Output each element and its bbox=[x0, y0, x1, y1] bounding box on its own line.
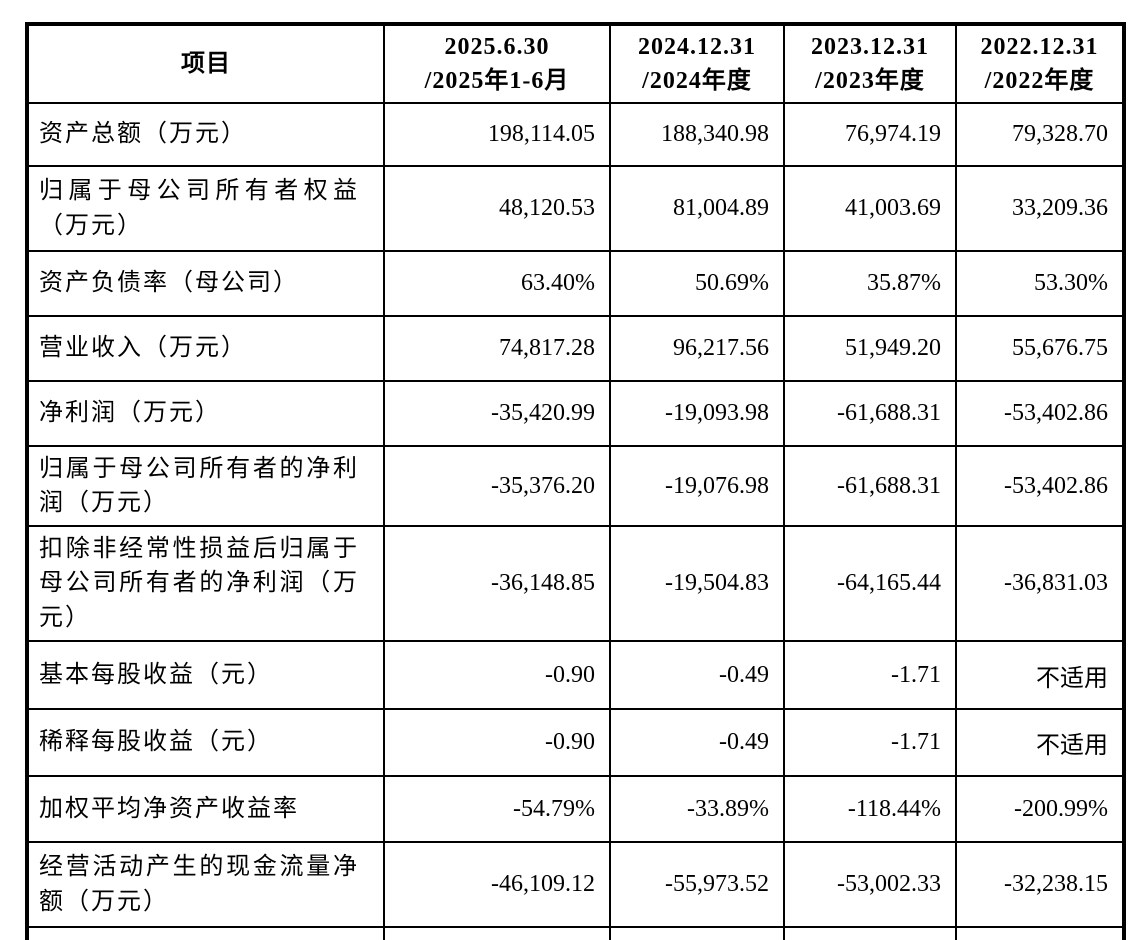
header-row: 项目 2025.6.30/2025年1-6月 2024.12.31/2024年度 2… bbox=[26, 23, 1125, 104]
value-cell: 198,114.05 bbox=[383, 102, 611, 167]
value-cell: -118.44% bbox=[783, 775, 957, 843]
value-cell: -61,688.31 bbox=[783, 380, 957, 447]
table-row: 稀释每股收益（元） -0.90 -0.49 -1.71 不适用 bbox=[26, 708, 1125, 777]
value-cell: 35.87% bbox=[783, 250, 957, 317]
value-cell: 79,328.70 bbox=[955, 102, 1125, 167]
value-cell: -1.71 bbox=[783, 708, 957, 777]
value-cell: -0.90 bbox=[383, 708, 611, 777]
value-cell: -32,238.15 bbox=[955, 841, 1125, 928]
value-cell: 74,817.28 bbox=[383, 315, 611, 382]
row-label-cell: 加权平均净资产收益率 bbox=[26, 775, 385, 843]
value-cell: -33.89% bbox=[609, 775, 785, 843]
value-cell: -36,831.03 bbox=[955, 525, 1125, 642]
row-label-cell: 资产总额（万元） bbox=[26, 102, 385, 167]
value-cell: -61,688.31 bbox=[783, 445, 957, 527]
row-label-cell: 基本每股收益（元） bbox=[26, 640, 385, 710]
value-cell: -53,402.86 bbox=[955, 445, 1125, 527]
value-cell: -19,076.98 bbox=[609, 445, 785, 527]
header-period-date: 2024.12.31 bbox=[638, 33, 756, 60]
table-row: 加权平均净资产收益率 -54.79% -33.89% -118.44% -200.99% bbox=[26, 775, 1125, 843]
value-cell: 不适用 bbox=[955, 640, 1125, 710]
row-label-cell: 稀释每股收益（元） bbox=[26, 708, 385, 777]
table-row: 营业收入（万元） 74,817.28 96,217.56 51,949.20 55,67… bbox=[26, 315, 1125, 382]
header-period-range: /2022年度 bbox=[984, 68, 1095, 94]
table-row: 基本每股收益（元） -0.90 -0.49 -1.71 不适用 bbox=[26, 640, 1125, 710]
value-cell: -0.49 bbox=[609, 708, 785, 777]
value-cell: -0.90 bbox=[383, 640, 611, 710]
row-label-cell: 净利润（万元） bbox=[26, 380, 385, 447]
value-cell: -46,109.12 bbox=[383, 841, 611, 928]
value-cell: 50.69% bbox=[609, 250, 785, 317]
value-cell: -19,093.98 bbox=[609, 380, 785, 447]
row-label-cell: 营业收入（万元） bbox=[26, 315, 385, 382]
header-period-range: /2025年1-6月 bbox=[424, 68, 570, 94]
value-cell: - bbox=[783, 926, 957, 940]
value-cell: -64,165.44 bbox=[783, 525, 957, 642]
value-cell: -54.79% bbox=[383, 775, 611, 843]
table-body: 资产总额（万元） 198,114.05 188,340.98 76,974.19 79,… bbox=[26, 102, 1125, 940]
value-cell: -55,973.52 bbox=[609, 841, 785, 928]
table-row: 归属于母公司所有者权益（万元） 48,120.53 81,004.89 41,003.… bbox=[26, 165, 1125, 252]
header-period-cell-3: 2023.12.31/2023年度 bbox=[783, 23, 957, 104]
table-row: 归属于母公司所有者的净利润（万元） -35,376.20 -19,076.98 -61… bbox=[26, 445, 1125, 527]
table-row: 净利润（万元） -35,420.99 -19,093.98 -61,688.31 -53… bbox=[26, 380, 1125, 447]
value-cell: -0.49 bbox=[609, 640, 785, 710]
header-period-range: /2023年度 bbox=[815, 68, 925, 94]
value-cell: -200.99% bbox=[955, 775, 1125, 843]
header-period-range: /2024年度 bbox=[642, 68, 752, 94]
value-cell: -53,002.33 bbox=[783, 841, 957, 928]
value-cell: 48,120.53 bbox=[383, 165, 611, 252]
value-cell: -19,504.83 bbox=[609, 525, 785, 642]
value-cell: -36,148.85 bbox=[383, 525, 611, 642]
value-cell: 188,340.98 bbox=[609, 102, 785, 167]
table-row: 资产总额（万元） 198,114.05 188,340.98 76,974.19 79,… bbox=[26, 102, 1125, 167]
value-cell: 63.40% bbox=[383, 250, 611, 317]
header-period-cell-4: 2022.12.31/2022年度 bbox=[955, 23, 1125, 104]
table-row: 经营活动产生的现金流量净额（万元） -46,109.12 -55,973.52 -53… bbox=[26, 841, 1125, 928]
value-cell: 41,003.69 bbox=[783, 165, 957, 252]
row-label-cell: 现金分红（万元） bbox=[26, 926, 385, 940]
header-item-cell: 项目 bbox=[26, 23, 385, 104]
header-period-date: 2025.6.30 bbox=[444, 33, 550, 60]
header-period-cell-1: 2025.6.30/2025年1-6月 bbox=[383, 23, 611, 104]
value-cell: -1.71 bbox=[783, 640, 957, 710]
value-cell: 96,217.56 bbox=[609, 315, 785, 382]
financial-summary-table: 项目 2025.6.30/2025年1-6月 2024.12.31/2024年度 2… bbox=[25, 22, 1126, 940]
table-row: 现金分红（万元）---- bbox=[26, 926, 1125, 940]
header-period-cell-2: 2024.12.31/2024年度 bbox=[609, 23, 785, 104]
table-row: 资产负债率（母公司） 63.40% 50.69% 35.87% 53.30% bbox=[26, 250, 1125, 317]
value-cell: 51,949.20 bbox=[783, 315, 957, 382]
table-row: 扣除非经常性损益后归属于母公司所有者的净利润（万元） -36,148.85 -19,… bbox=[26, 525, 1125, 642]
value-cell: 53.30% bbox=[955, 250, 1125, 317]
value-cell: -53,402.86 bbox=[955, 380, 1125, 447]
value-cell: - bbox=[383, 926, 611, 940]
value-cell: 55,676.75 bbox=[955, 315, 1125, 382]
value-cell: -35,420.99 bbox=[383, 380, 611, 447]
header-period-date: 2022.12.31 bbox=[980, 33, 1099, 60]
row-label-cell: 扣除非经常性损益后归属于母公司所有者的净利润（万元） bbox=[26, 525, 385, 642]
row-label-cell: 归属于母公司所有者权益（万元） bbox=[26, 165, 385, 252]
value-cell: - bbox=[609, 926, 785, 940]
value-cell: 81,004.89 bbox=[609, 165, 785, 252]
row-label-cell: 经营活动产生的现金流量净额（万元） bbox=[26, 841, 385, 928]
value-cell: 76,974.19 bbox=[783, 102, 957, 167]
header-period-date: 2023.12.31 bbox=[811, 33, 929, 60]
value-cell: 不适用 bbox=[955, 708, 1125, 777]
row-label-cell: 资产负债率（母公司） bbox=[26, 250, 385, 317]
value-cell: -35,376.20 bbox=[383, 445, 611, 527]
value-cell: 33,209.36 bbox=[955, 165, 1125, 252]
value-cell: - bbox=[955, 926, 1125, 940]
row-label-cell: 归属于母公司所有者的净利润（万元） bbox=[26, 445, 385, 527]
